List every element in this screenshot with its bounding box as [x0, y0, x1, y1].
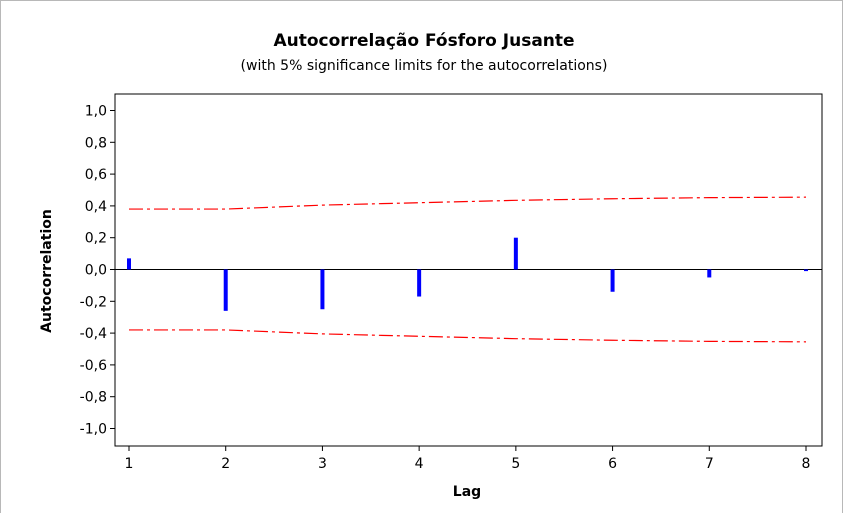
- significance-limits: [129, 196, 807, 343]
- y-tick-label: 0,0: [85, 263, 107, 279]
- x-tick-label: 2: [221, 456, 230, 472]
- y-tick-label: 0,4: [85, 199, 107, 215]
- autocorrelation-bars: [127, 237, 808, 311]
- y-tick-label: 1,0: [85, 104, 107, 120]
- y-axis-title: Autocorrelation: [39, 209, 55, 333]
- x-tick-label: 5: [511, 456, 520, 472]
- y-tick-label: -0,6: [80, 358, 107, 374]
- y-tick-label: 0,8: [85, 135, 107, 151]
- chart-title: Autocorrelação Fósforo Jusante: [273, 31, 575, 51]
- x-tick-label: 3: [318, 456, 327, 472]
- y-tick-label: -1,0: [80, 422, 107, 438]
- significance-limit-upper: [129, 196, 807, 210]
- x-axis-title: Lag: [453, 484, 481, 500]
- y-tick-label: -0,4: [80, 326, 107, 342]
- x-tick-label: 8: [802, 456, 811, 472]
- y-tick-label: 0,6: [85, 167, 107, 183]
- y-tick-label: -0,2: [80, 294, 107, 310]
- y-axis-ticks: -1,0 -0,8 -0,6 -0,4 -0,2 0,0 0,2 0,4 0,6 0,8 1,0: [80, 104, 115, 438]
- y-tick-label: -0,8: [80, 390, 107, 406]
- x-tick-label: 1: [125, 456, 134, 472]
- significance-limit-lower: [129, 329, 807, 343]
- x-axis-ticks: 1 2 3 4 5 6 7 8: [125, 446, 811, 472]
- x-tick-label: 6: [608, 456, 617, 472]
- y-tick-label: 0,2: [85, 231, 107, 247]
- x-tick-label: 4: [415, 456, 424, 472]
- chart-subtitle: (with 5% significance limits for the aut…: [240, 58, 608, 74]
- x-tick-label: 7: [705, 456, 714, 472]
